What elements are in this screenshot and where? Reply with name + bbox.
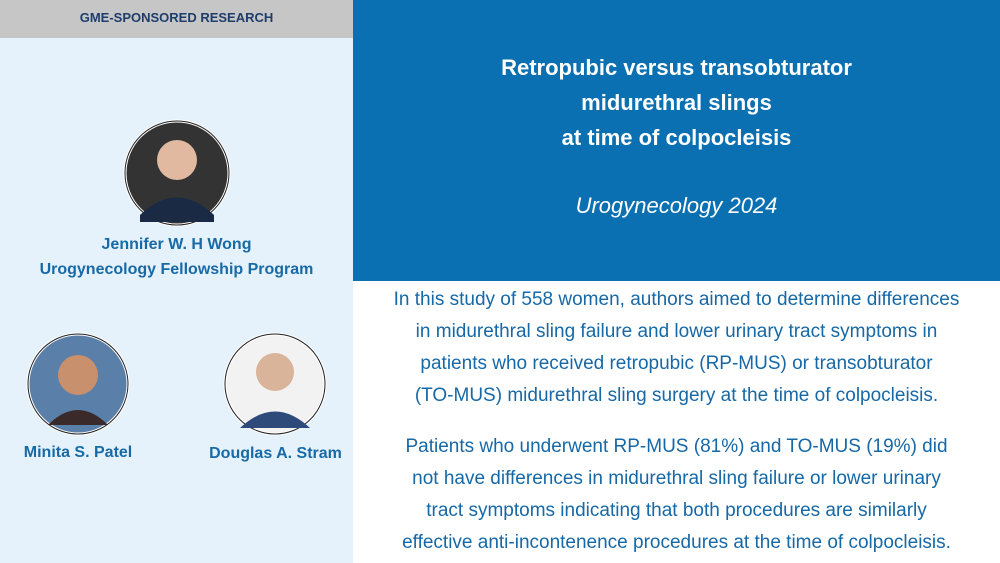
title-box: Retropubic versus transobturator miduret… <box>353 0 1000 281</box>
summary-line: patients who received retropubic (RP-MUS… <box>420 353 933 374</box>
summary-line: tract symptoms indicating that both proc… <box>426 500 927 521</box>
author-name: Douglas A. Stram <box>209 445 342 462</box>
author-name: Minita S. Patel <box>23 444 133 461</box>
title-line: at time of colpocleisis <box>561 125 792 150</box>
summary-line: (TO-MUS) midurethral sling surgery at th… <box>414 385 939 406</box>
summary-line: effective anti-incontenence procedures a… <box>402 532 951 553</box>
journal: Urogynecology 2024 <box>575 193 778 218</box>
author-name: Jennifer W. H Wong <box>101 236 252 253</box>
photo <box>123 119 231 227</box>
title-line: midurethral slings <box>581 90 772 115</box>
photos <box>26 119 327 436</box>
section-tag: GME-SPONSORED RESEARCH <box>0 0 353 38</box>
summary-line: not have differences in midurethral slin… <box>412 468 941 489</box>
photo <box>223 332 327 436</box>
author-affiliation: Urogynecology Fellowship Program <box>39 261 314 278</box>
summary-line: in midurethral sling failure and lower u… <box>415 321 938 342</box>
summary-line: Patients who underwent RP-MUS (81%) and … <box>405 436 948 457</box>
summary-line: In this study of 558 women, authors aime… <box>393 289 960 310</box>
title-line: Retropubic versus transobturator <box>501 55 852 80</box>
photo <box>26 332 130 436</box>
author-panel <box>0 0 353 563</box>
